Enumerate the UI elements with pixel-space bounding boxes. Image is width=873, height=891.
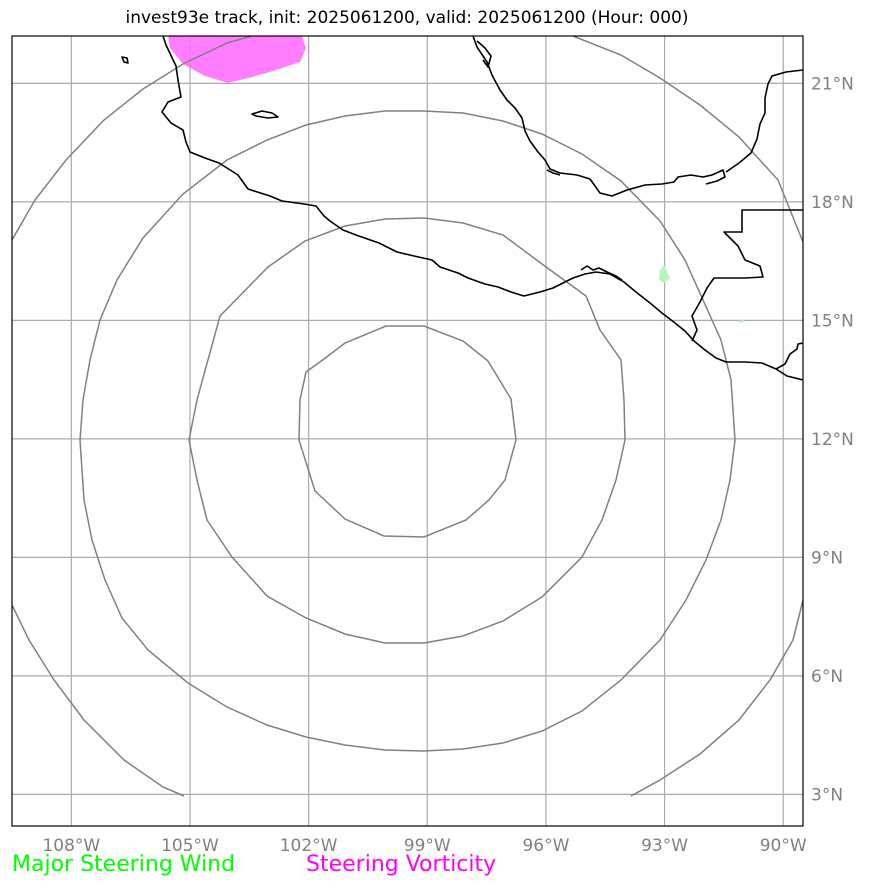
legend-major-steering-wind: Major Steering Wind [12, 852, 236, 877]
central-america-coast [775, 342, 803, 370]
latitude-labels: 21°N 18°N 15°N 12°N 9°N 6°N 3°N [811, 74, 854, 805]
island-2 [251, 110, 279, 119]
lat-tick-label: 15°N [811, 311, 854, 331]
map-background [12, 36, 803, 826]
lon-tick-label: 102°W [280, 836, 338, 856]
lagoon-shape [580, 265, 623, 281]
map-frame [11, 35, 804, 827]
lon-tick-label: 99°W [404, 836, 451, 856]
lat-tick-label: 18°N [811, 193, 854, 213]
pacific-coastline [161, 36, 803, 381]
graticule [12, 36, 803, 826]
legend-steering-vorticity: Steering Vorticity [306, 852, 497, 877]
steering-wind-patch [737, 320, 744, 323]
lat-tick-label: 3°N [811, 785, 843, 805]
lat-tick-label: 21°N [811, 74, 854, 94]
lon-tick-label: 93°W [641, 836, 688, 856]
longitude-labels: 108°W 105°W 102°W 99°W 96°W 93°W 90°W [42, 836, 806, 856]
island-1 [121, 56, 129, 64]
gulf-coastline-inlet [476, 40, 492, 68]
guatemala-border [691, 209, 803, 342]
lon-tick-label: 90°W [760, 836, 807, 856]
lon-tick-label: 105°W [161, 836, 219, 856]
range-ring-3 [79, 110, 736, 752]
lat-tick-label: 6°N [811, 667, 843, 687]
lat-tick-label: 9°N [811, 548, 843, 568]
range-ring-4 [12, 36, 803, 797]
coast-detail [546, 169, 561, 176]
map-title: invest93e track, init: 2025061200, valid… [125, 8, 689, 28]
range-ring-2 [188, 217, 626, 644]
range-ring-1 [298, 325, 517, 538]
steering-wind-patch [659, 265, 670, 283]
gulf-coastline [472, 36, 726, 197]
steering-vorticity-area [168, 36, 306, 83]
lon-tick-label: 108°W [42, 836, 100, 856]
coastlines [121, 36, 803, 381]
lon-tick-label: 96°W [522, 836, 569, 856]
lat-tick-label: 12°N [811, 430, 854, 450]
yucatan-coastline [725, 69, 803, 173]
